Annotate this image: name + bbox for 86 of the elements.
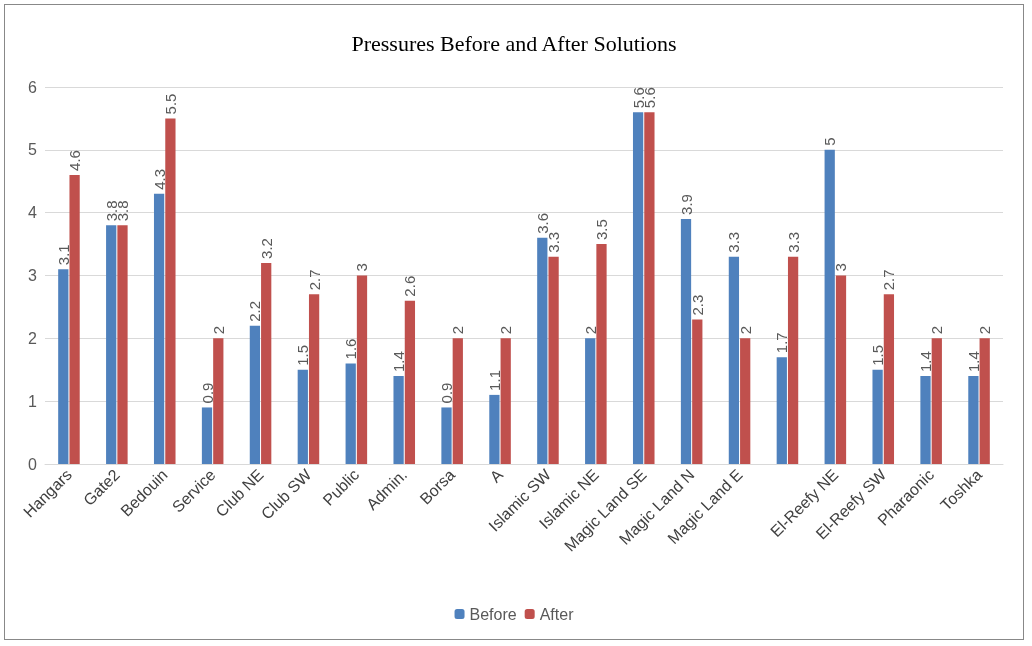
legend-label: Before [469,605,517,623]
y-tick-label: 1 [28,392,38,410]
bar [787,256,799,464]
data-label: 2.2 [246,300,264,322]
bar [824,149,835,464]
data-label: 3.9 [677,194,695,215]
bar [441,407,452,464]
data-label: 3 [353,263,371,272]
bar [261,262,272,464]
bar [404,300,416,464]
y-tick-label: 4 [28,204,38,222]
y-tick-label: 0 [28,455,38,473]
data-label: 3.3 [725,231,743,253]
data-label: 1.4 [390,351,408,373]
y-tick-label: 2 [28,329,38,347]
bar [297,369,308,464]
bar [356,275,368,464]
bar [680,218,692,464]
data-label: 0.9 [438,382,455,404]
data-label: 2 [497,325,515,335]
bar [58,269,69,464]
data-label: 3.3 [784,231,802,253]
bar [153,193,165,464]
legend-label: After [539,605,575,623]
data-label: 3.1 [54,244,72,266]
data-label: 2.7 [305,269,323,291]
bar [548,256,559,464]
bar [345,363,356,464]
data-label: 1.4 [917,351,934,373]
bar [728,256,740,464]
bar [968,376,979,464]
data-label: 1.5 [869,344,887,366]
data-label: 2.6 [401,275,419,297]
data-label: 3.5 [593,219,610,241]
bar [106,225,117,464]
y-tick-label: 5 [28,141,38,159]
bar [249,325,261,464]
data-label: 1.7 [773,332,791,354]
bar [489,394,500,464]
data-label: 4.3 [150,168,168,190]
bar [585,338,596,464]
bar [644,112,655,464]
x-tick-label: A [486,465,507,486]
data-label: 2 [736,325,754,335]
data-label: 5.5 [161,93,179,115]
bar [596,244,607,464]
bar [117,225,128,464]
bar [979,338,990,464]
data-label: 2 [581,325,599,335]
bar [872,369,883,464]
bar [69,174,80,464]
chart-title: Pressures Before and After Solutions [351,30,677,56]
data-label: 1.4 [964,351,982,373]
data-label: 4.6 [66,150,84,171]
bar [776,357,787,464]
data-label: 3.6 [533,212,551,234]
bar [393,376,404,464]
data-label: 1.6 [342,338,360,360]
bar [692,319,703,464]
data-label: 2 [449,325,467,335]
data-label: 3.2 [257,238,275,259]
y-tick-label: 6 [28,78,38,96]
data-label: 2 [209,325,227,335]
bar [920,376,931,464]
bar [500,338,511,464]
bar [883,294,895,464]
bar [165,118,176,464]
data-label: 5 [821,137,839,146]
data-label: 2.3 [688,294,706,316]
bar [740,338,751,464]
data-label: 2 [976,325,994,335]
bar [308,294,320,464]
data-label: 0.9 [198,382,216,404]
data-label: 1.5 [294,344,312,366]
bar [931,338,942,464]
data-label: 2.7 [880,269,898,291]
bar [632,112,644,464]
data-label: 1.1 [485,370,503,391]
bar [201,407,213,464]
data-label: 2 [928,325,946,335]
bar [537,237,548,464]
bar [835,275,847,464]
bar [213,338,224,464]
bar [452,338,463,464]
data-label: 3 [832,263,850,272]
y-tick-label: 3 [28,267,38,284]
